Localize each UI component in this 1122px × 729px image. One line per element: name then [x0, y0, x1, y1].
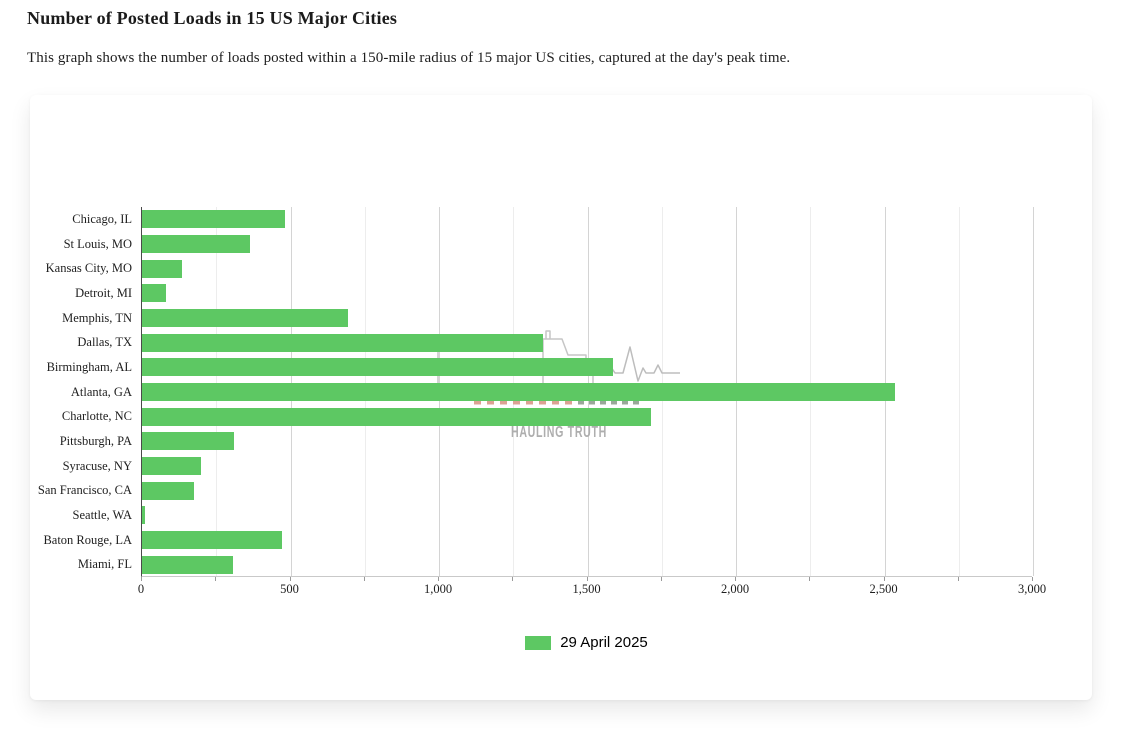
- y-axis-label: Kansas City, MO: [45, 261, 132, 276]
- bar[interactable]: [142, 407, 652, 426]
- x-tick-mark: [586, 577, 588, 581]
- bar[interactable]: [142, 259, 183, 278]
- y-axis-label: Pittsburgh, PA: [59, 434, 132, 448]
- bar[interactable]: [142, 531, 282, 549]
- y-axis-label: Syracuse, NY: [62, 458, 132, 473]
- page-header: Number of Posted Loads in 15 US Major Ci…: [27, 8, 1097, 67]
- x-tick-mark: [957, 577, 959, 581]
- x-axis-tick-label: 2,500: [869, 582, 898, 596]
- bar[interactable]: [142, 284, 166, 303]
- y-axis-label: Seattle, WA: [72, 508, 132, 522]
- watermark-text: HAULING TRUTH: [511, 424, 607, 441]
- y-axis-label: Memphis, TN: [62, 310, 132, 325]
- bar[interactable]: [142, 358, 613, 377]
- x-axis-tick-label: 0: [137, 582, 145, 596]
- x-tick-mark: [215, 577, 217, 581]
- bar[interactable]: [142, 235, 251, 253]
- legend-swatch[interactable]: [525, 635, 552, 650]
- x-axis-tick-label: 2,000: [720, 582, 750, 596]
- bar[interactable]: [142, 383, 895, 401]
- page-subtitle: This graph shows the number of loads pos…: [27, 50, 791, 66]
- bar[interactable]: [142, 432, 235, 451]
- bar[interactable]: [142, 506, 145, 525]
- y-axis-label: Birmingham, AL: [46, 360, 132, 374]
- chart-card: Chicago, IL St Louis, MO Kansas City, MO De…: [30, 95, 1092, 700]
- x-tick-mark: [660, 577, 662, 581]
- y-axis-labels: Chicago, IL St Louis, MO Kansas City, MO De…: [30, 207, 132, 577]
- y-axis-label: Charlotte, NC: [61, 409, 132, 424]
- y-axis-label: St Louis, MO: [63, 236, 132, 251]
- y-axis-label: Dallas, TX: [77, 335, 132, 350]
- y-axis-label: San Francisco, CA: [37, 483, 132, 498]
- bar[interactable]: [142, 457, 202, 475]
- x-axis-tick-label: 1,500: [572, 582, 601, 596]
- x-axis-tick-label: 500: [280, 582, 299, 596]
- gridline: [958, 207, 960, 576]
- y-axis-label: Miami, FL: [77, 557, 132, 572]
- x-tick-mark: [438, 577, 439, 581]
- y-axis-label: Baton Rouge, LA: [43, 532, 132, 547]
- bar[interactable]: [142, 481, 194, 500]
- bar[interactable]: [142, 555, 233, 574]
- x-tick-mark: [1032, 577, 1033, 581]
- x-tick-mark: [289, 577, 291, 581]
- gridline: [1033, 207, 1034, 576]
- x-tick-mark: [809, 577, 811, 581]
- x-tick-mark: [883, 577, 885, 581]
- plot-area: [141, 207, 1034, 577]
- x-tick-mark: [512, 577, 514, 581]
- x-tick-mark: [141, 577, 142, 581]
- x-axis-tick-label: 1,000: [423, 582, 453, 596]
- bar[interactable]: [142, 309, 349, 327]
- y-axis-label: Detroit, MI: [75, 286, 132, 300]
- bar[interactable]: [142, 210, 285, 229]
- x-axis-tick-label: 3,000: [1017, 582, 1047, 596]
- x-tick-mark: [363, 577, 365, 581]
- y-axis-label: Chicago, IL: [72, 212, 132, 226]
- page-title: Number of Posted Loads in 15 US Major Ci…: [27, 8, 398, 28]
- y-axis-label: Atlanta, GA: [70, 384, 132, 399]
- legend-label[interactable]: 29 April 2025: [560, 634, 648, 651]
- bar[interactable]: [142, 333, 543, 352]
- x-tick-mark: [735, 577, 736, 581]
- chart-legend[interactable]: 29 April 2025: [141, 634, 1032, 651]
